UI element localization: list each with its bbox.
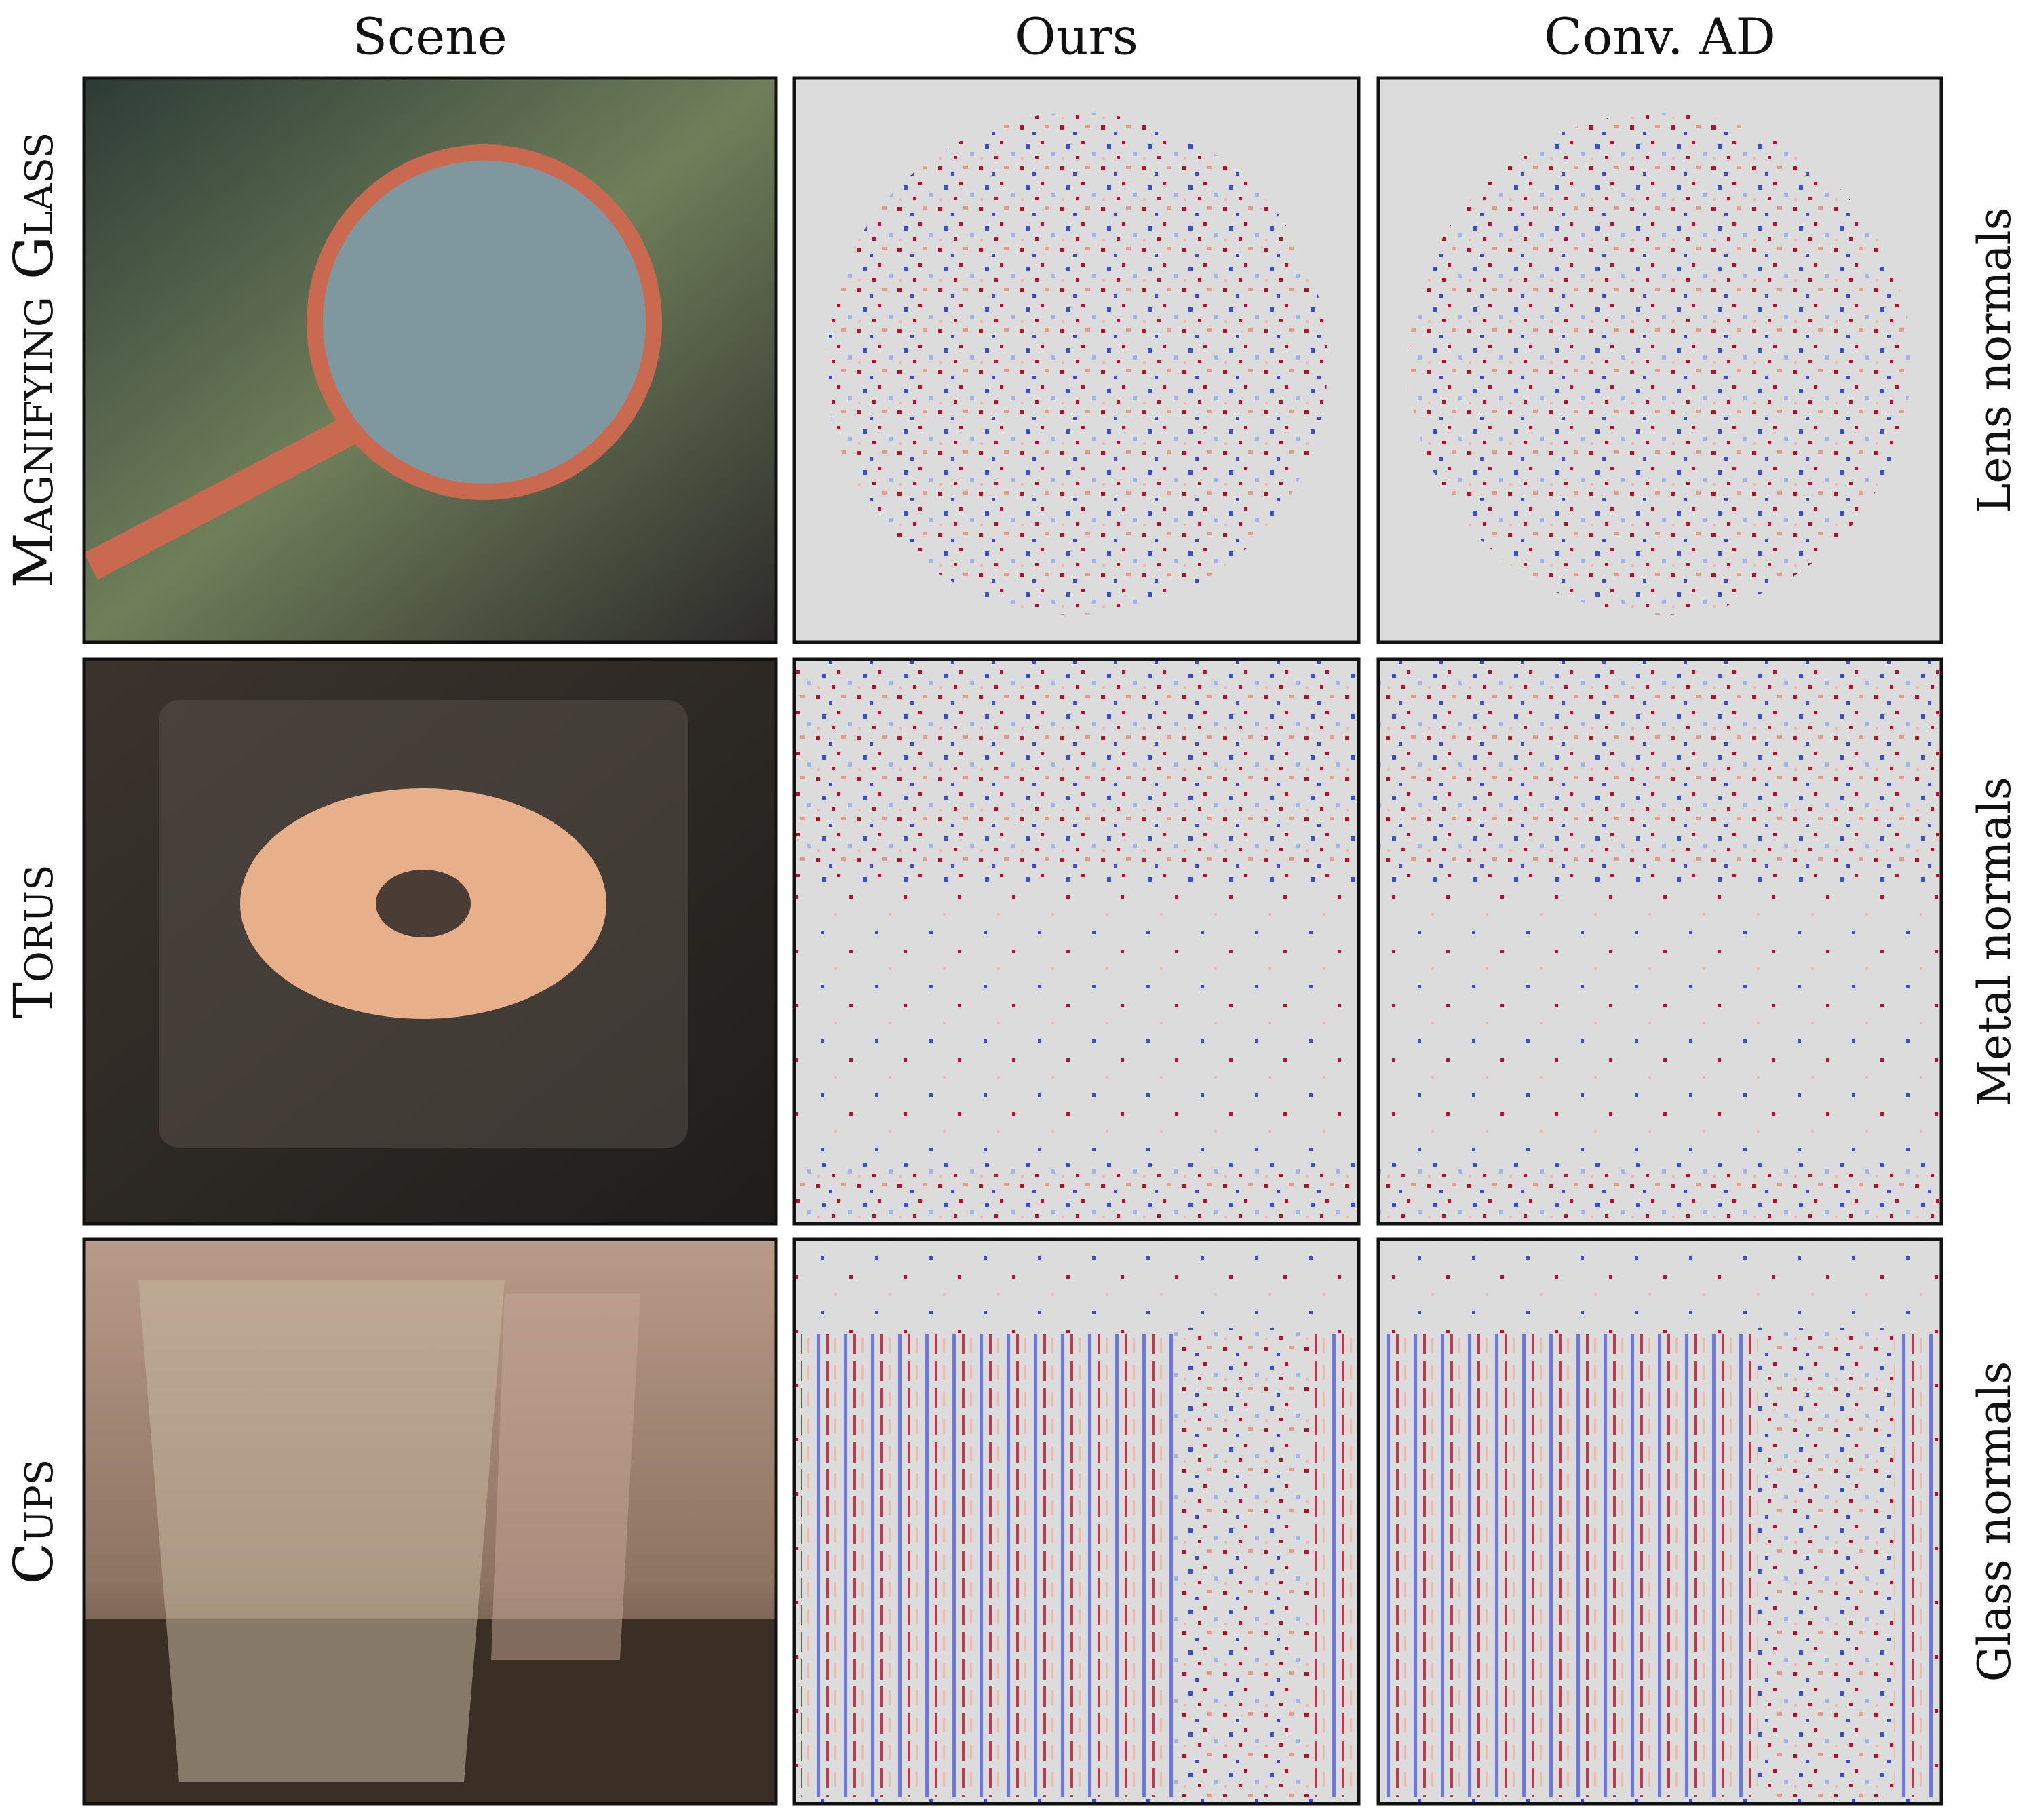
- row-label: Magnifying Glass: [2, 132, 65, 589]
- panel-border: [792, 76, 1361, 644]
- panel-border: [1376, 76, 1943, 644]
- panel-border: [82, 1237, 778, 1806]
- gradient-dense: [1758, 1328, 1894, 1797]
- gradient-disk: [1409, 113, 1911, 615]
- column-header: Scene: [353, 7, 507, 66]
- panel-border: [82, 657, 778, 1226]
- gradient-dense: [1174, 1328, 1310, 1797]
- column-header: Ours: [1015, 7, 1138, 66]
- image-panel: [82, 76, 778, 644]
- side-label: Lens normals: [1969, 208, 2021, 514]
- handle: [83, 417, 356, 580]
- column-header: Conv. AD: [1544, 7, 1776, 66]
- image-panel: [792, 1237, 1361, 1806]
- row-label: Torus: [2, 865, 65, 1019]
- panel-border: [1376, 1237, 1943, 1806]
- image-panel: [1376, 657, 1943, 1226]
- image-panel: [1376, 76, 1943, 644]
- panel-border: [1376, 657, 1943, 1226]
- image-panel: [82, 657, 778, 1226]
- image-panel: [792, 76, 1361, 644]
- cup: [138, 1280, 505, 1782]
- gradient-band: [794, 1163, 1359, 1224]
- gradient-band: [1378, 659, 1941, 883]
- panel-border: [792, 657, 1361, 1226]
- panel-border: [792, 1237, 1361, 1806]
- image-panel: [792, 657, 1361, 1226]
- cup-back: [491, 1294, 640, 1660]
- row-label: Cups: [2, 1459, 65, 1584]
- image-panel: [82, 1237, 778, 1806]
- panel-border: [82, 76, 778, 644]
- gradient-band: [794, 659, 1359, 883]
- gradient-band: [1378, 1163, 1941, 1224]
- side-label: Metal normals: [1969, 777, 2021, 1106]
- side-label: Glass normals: [1969, 1361, 2021, 1682]
- gradient-disk: [826, 113, 1327, 615]
- lens: [307, 144, 662, 500]
- image-panel: [1376, 1237, 1943, 1806]
- torus-hole: [376, 870, 471, 937]
